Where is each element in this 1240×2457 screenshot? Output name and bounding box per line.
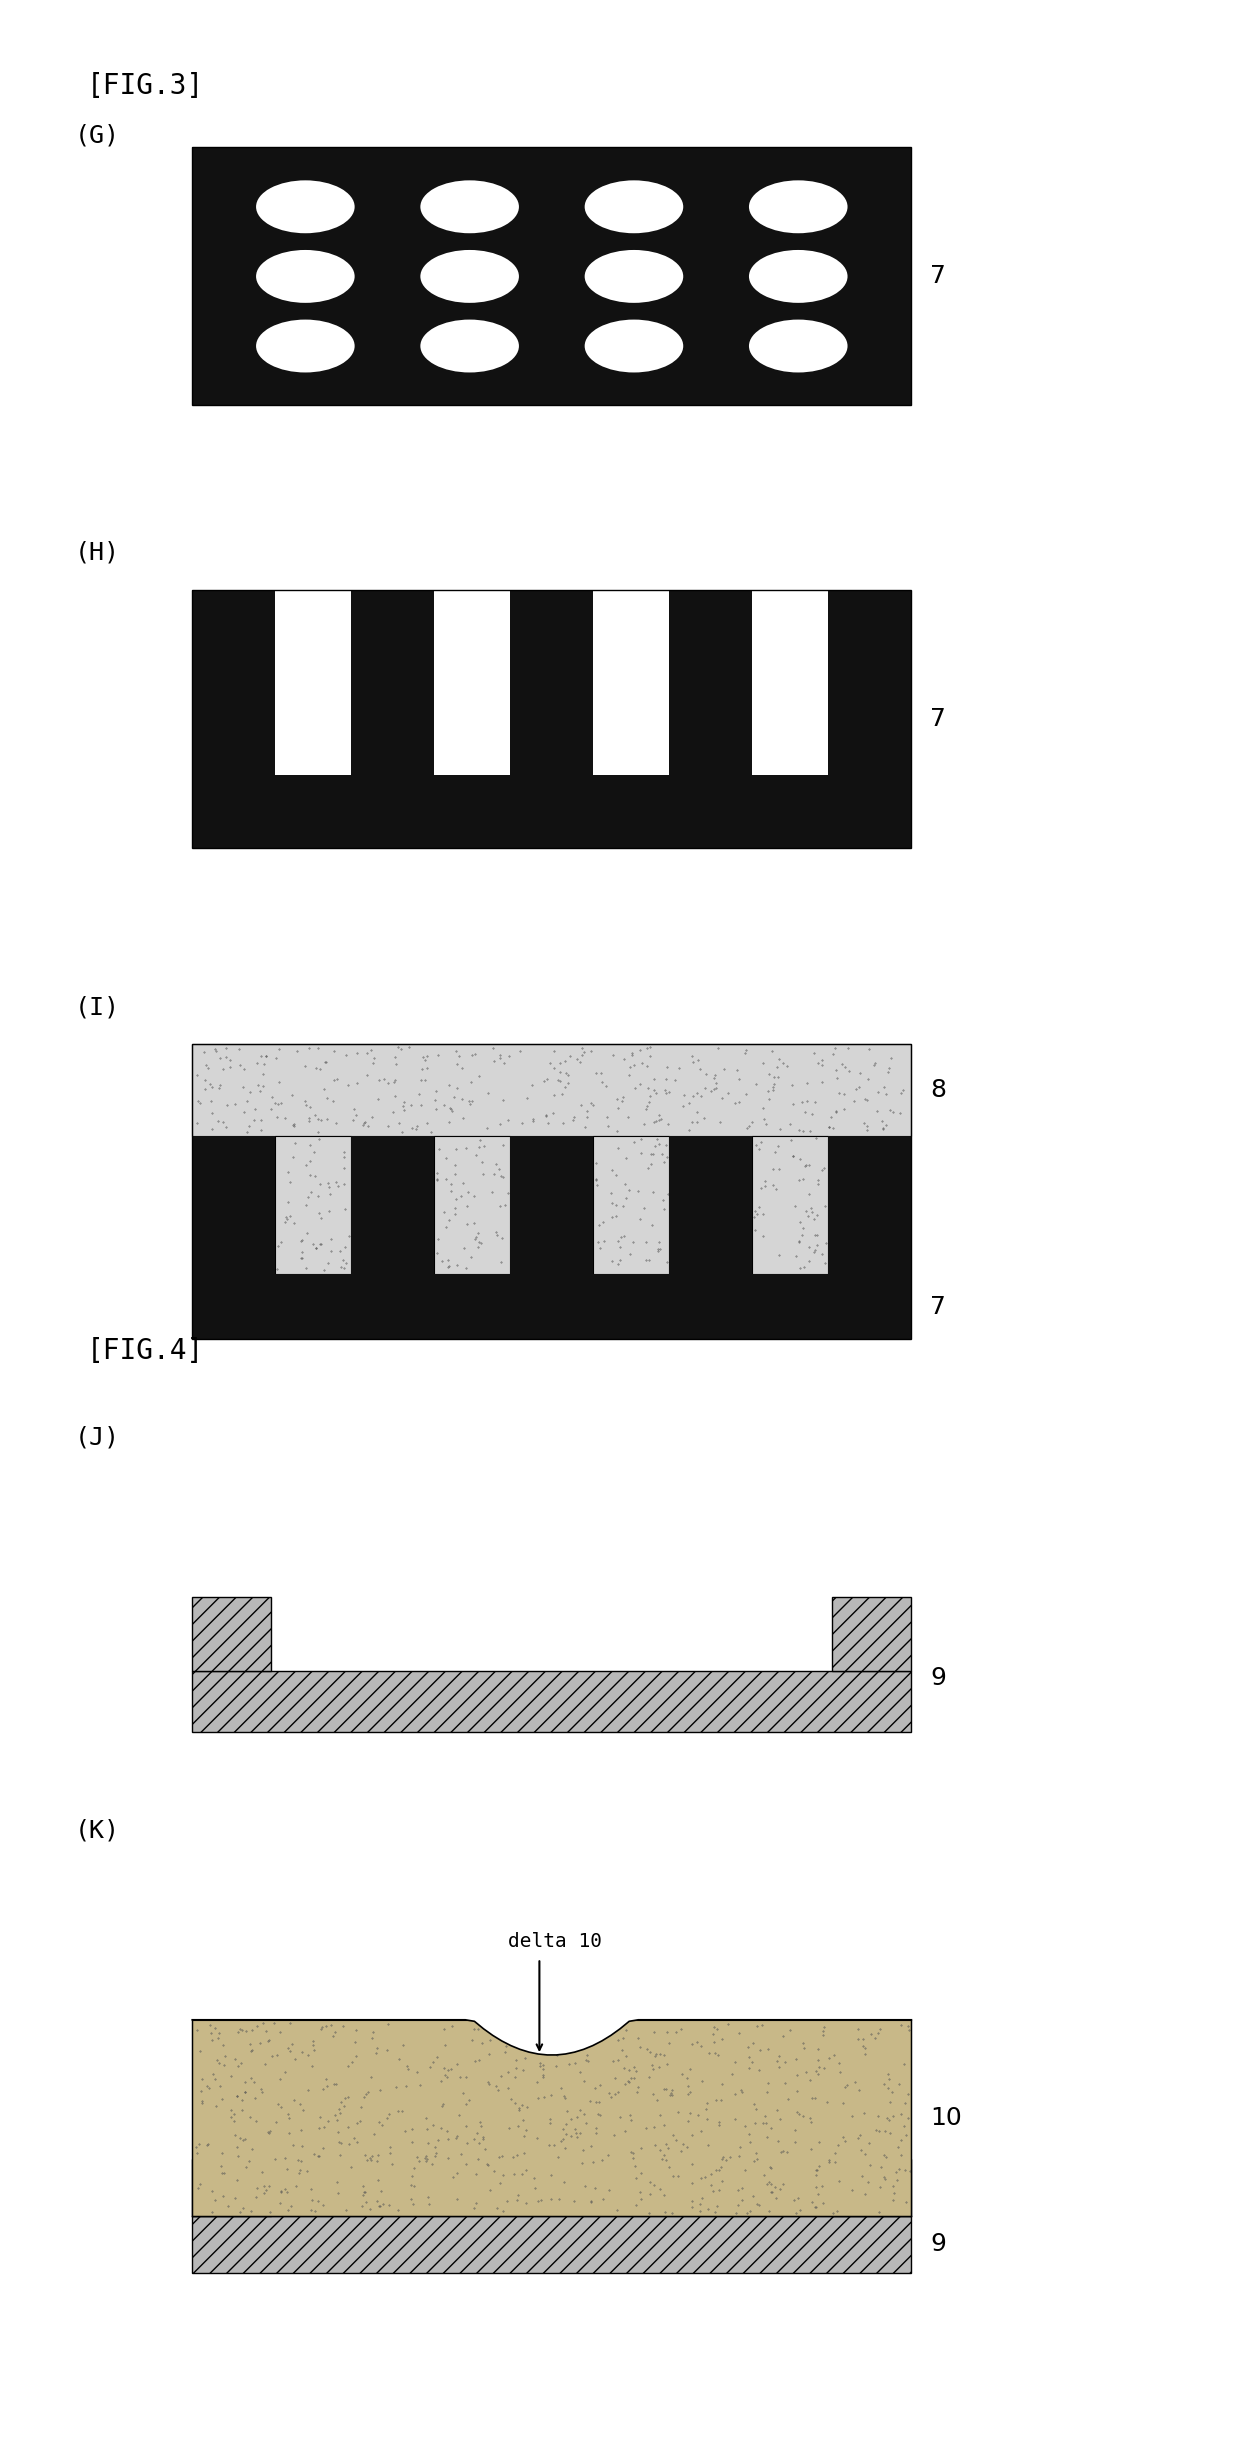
Text: (J): (J) xyxy=(74,1425,119,1450)
Ellipse shape xyxy=(255,319,355,373)
Bar xyxy=(275,1135,351,1275)
Bar xyxy=(510,590,594,848)
Bar xyxy=(192,1597,272,1671)
Bar xyxy=(192,2160,272,2216)
Bar xyxy=(670,590,753,848)
Bar xyxy=(192,1135,275,1339)
Bar xyxy=(594,1135,670,1275)
Bar xyxy=(670,1135,753,1339)
Polygon shape xyxy=(192,1971,911,2054)
Text: 10: 10 xyxy=(930,2106,962,2130)
Text: (I): (I) xyxy=(74,995,119,1020)
Ellipse shape xyxy=(584,319,683,373)
Bar xyxy=(753,1135,828,1275)
Text: 7: 7 xyxy=(930,265,946,287)
Text: 7: 7 xyxy=(930,708,946,730)
Ellipse shape xyxy=(255,179,355,233)
Bar xyxy=(351,1135,434,1339)
Bar xyxy=(192,147,911,405)
Text: delta 10: delta 10 xyxy=(508,1931,603,1951)
Bar xyxy=(192,590,911,848)
Bar xyxy=(832,2160,911,2216)
Bar xyxy=(828,590,911,848)
Text: 7: 7 xyxy=(930,1295,946,1319)
Bar xyxy=(192,1044,911,1339)
Ellipse shape xyxy=(420,251,518,302)
Text: (G): (G) xyxy=(74,123,119,147)
Bar xyxy=(192,1044,911,1135)
Bar xyxy=(828,1135,911,1339)
Text: (K): (K) xyxy=(74,1818,119,1843)
Text: 9: 9 xyxy=(930,1666,946,1690)
Bar xyxy=(351,590,434,848)
Ellipse shape xyxy=(584,251,683,302)
Ellipse shape xyxy=(749,319,847,373)
Ellipse shape xyxy=(420,179,518,233)
Ellipse shape xyxy=(749,179,847,233)
Bar xyxy=(832,1597,911,1671)
Text: 9: 9 xyxy=(930,2233,946,2256)
Text: [FIG.4]: [FIG.4] xyxy=(87,1337,205,1366)
Text: 8: 8 xyxy=(930,1079,946,1101)
Bar xyxy=(192,147,911,405)
Bar xyxy=(434,1135,510,1275)
Bar xyxy=(192,590,911,848)
Ellipse shape xyxy=(749,251,847,302)
Ellipse shape xyxy=(420,319,518,373)
Bar xyxy=(192,590,275,848)
Bar xyxy=(192,776,911,848)
Ellipse shape xyxy=(584,179,683,233)
Ellipse shape xyxy=(255,251,355,302)
Bar xyxy=(192,1275,911,1339)
Text: [FIG.3]: [FIG.3] xyxy=(87,71,205,101)
Text: (H): (H) xyxy=(74,541,119,565)
Bar xyxy=(192,2020,911,2216)
Bar xyxy=(192,2216,911,2273)
Bar xyxy=(192,1671,911,1732)
Bar xyxy=(510,1135,594,1339)
